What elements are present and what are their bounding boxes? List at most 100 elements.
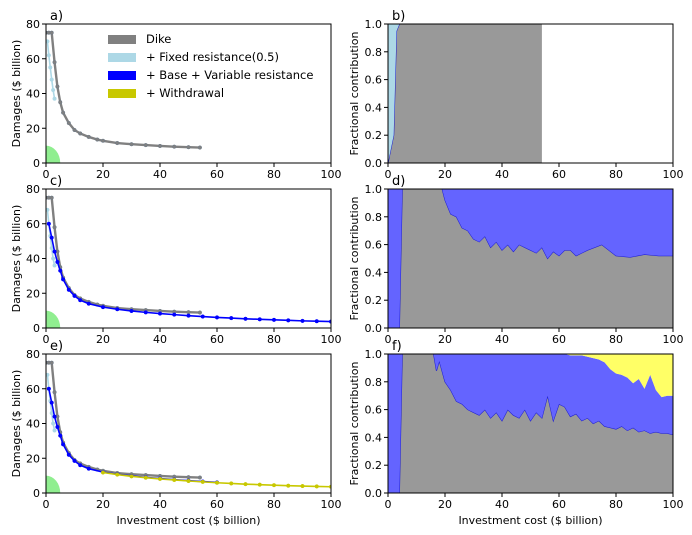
panel-1: 0 20 40 60 80 100 0.0 0.2 0.4 0.6 0.8 1.0 b) Fraction… xyxy=(348,9,684,181)
data-point xyxy=(58,268,63,273)
x-tick-label: 80 xyxy=(609,168,623,181)
x-tick-label: 0 xyxy=(385,168,392,181)
y-tick-label: 20 xyxy=(26,122,40,135)
axes-frame xyxy=(387,353,674,494)
data-point xyxy=(129,308,134,314)
data-point xyxy=(66,452,71,457)
x-tick-label: 80 xyxy=(609,498,623,511)
x-tick-label: 0 xyxy=(385,498,392,511)
panel-4: 0 20 40 60 80 100 0 20 40 60 80 e) Damages ($ billio… xyxy=(10,339,342,527)
y-tick-label: 60 xyxy=(26,383,40,396)
series-line-dike xyxy=(46,31,200,149)
data-point xyxy=(78,298,83,303)
x-axis-label: Investment cost ($ billion) xyxy=(116,514,260,527)
data-point xyxy=(200,314,205,319)
legend-item-variable-resistance: + Base + Variable resistance xyxy=(108,66,313,84)
y-tick-label: 40 xyxy=(26,88,40,101)
x-tick-label: 40 xyxy=(495,333,509,346)
x-tick-label: 80 xyxy=(267,168,281,181)
y-tick-label: 80 xyxy=(26,348,40,361)
data-point xyxy=(172,312,177,317)
plot-area xyxy=(46,30,202,163)
x-tick-label: 40 xyxy=(495,498,509,511)
legend-label: Dike xyxy=(146,32,172,46)
x-tick-label: 60 xyxy=(210,168,224,181)
data-point xyxy=(48,65,53,70)
plot-area xyxy=(388,189,673,328)
y-tick-label: 0.6 xyxy=(365,74,383,87)
data-point xyxy=(115,472,120,477)
x-tick-label: 60 xyxy=(552,333,566,346)
data-point xyxy=(46,39,50,44)
x-tick-label: 0 xyxy=(43,498,50,511)
area-dike xyxy=(388,189,673,328)
x-tick-label: 60 xyxy=(552,168,566,181)
threshold-region xyxy=(46,145,61,163)
panel-2: 0 20 40 60 80 100 0 20 40 60 80 c) Damages ($ billio… xyxy=(10,174,342,346)
data-point xyxy=(49,195,54,200)
data-point xyxy=(72,293,77,298)
data-point xyxy=(186,478,191,484)
data-point xyxy=(52,428,57,433)
y-tick-label: 0.0 xyxy=(365,487,383,500)
legend-label: + Fixed resistance(0.5) xyxy=(146,50,279,64)
data-point xyxy=(86,301,91,306)
y-tick-label: 80 xyxy=(26,18,40,31)
data-point xyxy=(143,310,148,315)
data-point xyxy=(314,319,319,324)
threshold-region xyxy=(46,475,61,493)
series-line-dike xyxy=(46,361,200,479)
y-tick-label: 0 xyxy=(33,157,40,170)
x-tick-label: 80 xyxy=(267,498,281,511)
panel-label: c) xyxy=(50,174,62,189)
series-line---base---variable-resistance xyxy=(48,223,331,323)
panel-label: e) xyxy=(50,339,63,354)
data-point xyxy=(58,433,63,438)
data-point xyxy=(200,479,205,484)
data-point xyxy=(100,138,106,143)
x-tick-label: 100 xyxy=(663,333,684,346)
x-tick-label: 40 xyxy=(153,333,167,346)
data-point xyxy=(52,414,57,419)
x-tick-label: 40 xyxy=(153,498,167,511)
data-point xyxy=(46,372,50,377)
x-tick-label: 20 xyxy=(438,333,452,346)
y-tick-label: 40 xyxy=(26,418,40,431)
panel-label: f) xyxy=(392,339,402,354)
x-tick-label: 40 xyxy=(153,168,167,181)
axes-frame xyxy=(387,23,674,164)
legend-swatch-dike xyxy=(108,34,136,44)
data-point xyxy=(61,277,66,282)
data-point xyxy=(129,474,134,479)
data-point xyxy=(100,470,106,475)
x-tick-label: 60 xyxy=(210,498,224,511)
y-tick-label: 1.0 xyxy=(365,348,383,361)
data-point xyxy=(143,143,148,148)
panel-3: 0 20 40 60 80 100 0.0 0.2 0.4 0.6 0.8 1.0 d) Fraction… xyxy=(348,174,684,346)
x-tick-label: 80 xyxy=(609,333,623,346)
y-tick-label: 60 xyxy=(26,218,40,231)
legend-item-withdrawal: + Withdrawal xyxy=(108,84,313,102)
y-tick-label: 0 xyxy=(33,322,40,335)
data-point xyxy=(314,484,319,489)
data-point xyxy=(72,127,77,133)
legend-label: + Withdrawal xyxy=(146,86,225,100)
data-point xyxy=(257,317,262,322)
y-axis-label: Fractional contribution xyxy=(348,197,361,321)
legend-swatch-variable-resistance xyxy=(108,70,136,80)
data-point xyxy=(52,225,57,230)
area---base---variable-resistance xyxy=(388,354,673,493)
data-point xyxy=(49,235,54,240)
plot-area xyxy=(46,195,331,328)
data-point xyxy=(300,318,305,323)
y-tick-label: 0.8 xyxy=(365,46,383,59)
data-point xyxy=(115,140,120,146)
y-tick-label: 0.2 xyxy=(365,459,383,472)
x-tick-label: 100 xyxy=(321,498,342,511)
data-point xyxy=(229,316,234,321)
x-tick-label: 100 xyxy=(321,168,342,181)
data-point xyxy=(214,480,220,485)
data-point xyxy=(52,390,57,395)
legend-swatch-withdrawal xyxy=(108,88,136,98)
data-point xyxy=(52,249,57,254)
